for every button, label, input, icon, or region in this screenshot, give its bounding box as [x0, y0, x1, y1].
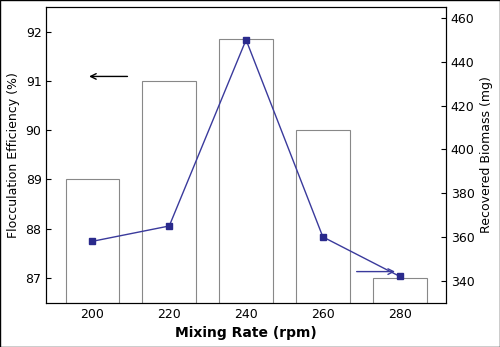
- Bar: [296, 130, 350, 303]
- Bar: [373, 278, 426, 303]
- Y-axis label: Flocculation Efficiency (%): Flocculation Efficiency (%): [7, 72, 20, 238]
- Bar: [66, 179, 120, 303]
- Bar: [142, 81, 196, 303]
- X-axis label: Mixing Rate (rpm): Mixing Rate (rpm): [175, 326, 317, 340]
- Y-axis label: Recovered Biomass (mg): Recovered Biomass (mg): [480, 76, 493, 233]
- Bar: [219, 39, 273, 303]
